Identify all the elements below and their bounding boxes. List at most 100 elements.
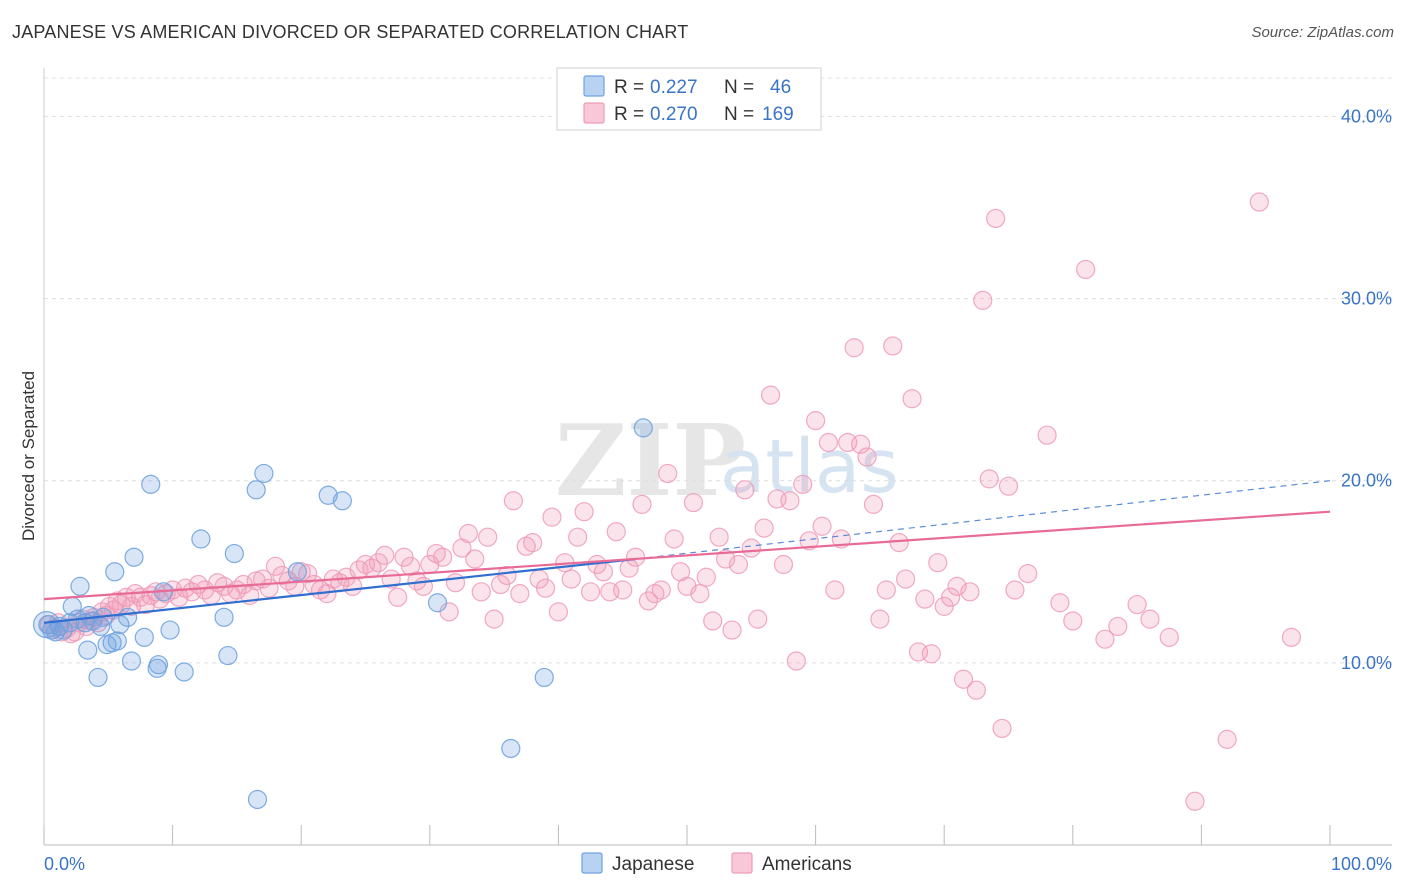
americans-point [606,522,626,542]
americans-point [465,549,485,569]
americans-point [928,553,948,573]
watermark-atlas: atlas [720,424,899,510]
chart-title: JAPANESE VS AMERICAN DIVORCED OR SEPARAT… [12,22,689,42]
japanese-point [174,662,194,682]
y-tick-label: 10.0% [1341,653,1392,673]
americans-point [1076,259,1096,280]
americans-point [1281,627,1302,647]
axes [43,68,1392,846]
americans-trend-line [43,510,1331,601]
japanese-point [121,651,142,671]
americans-point [445,573,466,593]
americans-point [1108,616,1128,637]
americans-point [915,589,935,609]
japanese-point [191,529,211,549]
americans-point [561,569,581,589]
americans-point [458,523,478,544]
watermark: ZIP atlas [555,404,899,519]
americans-point [542,507,562,527]
americans-point [426,543,446,564]
americans-point [941,587,961,607]
japanese-point [534,667,554,688]
japanese-point [148,655,169,675]
americans-point [1095,629,1115,649]
americans-point [658,463,678,484]
americans-point [883,336,903,356]
americans-point [343,576,363,596]
americans-point [754,518,774,538]
legend-n-value-japanese: 46 [770,77,791,98]
americans-point [388,587,408,607]
americans-point [1249,192,1269,212]
americans-point [568,527,588,547]
japanese-point [32,611,61,639]
source-label: Source: ZipAtlas.com [1251,24,1394,41]
americans-point [953,669,974,689]
americans-point [921,644,941,664]
y-axis-title: Divorced or Separated [19,371,38,541]
americans-point [683,492,704,513]
americans-point [638,591,659,611]
japanese-point [246,480,266,500]
japanese-point [501,738,521,759]
americans-point [645,584,665,604]
legend-swatch-japanese [583,75,605,97]
legend-r-value-japanese: 0.227 [650,77,698,98]
americans-point [896,569,916,589]
y-tick-label: 30.0% [1341,289,1392,309]
japanese-point [427,593,448,613]
legend-r-value-americans: 0.270 [650,104,698,125]
americans-point [433,547,453,567]
americans-point [876,580,896,600]
americans-point [580,582,601,602]
japanese-point [287,562,307,582]
japanese-point [88,667,108,688]
americans-point [863,494,884,514]
japanese-point [633,418,653,438]
x-tick-labels: 0.0% 100.0% [44,854,1392,874]
americans-point [973,290,993,310]
japanese-point [160,620,180,640]
americans-point [703,611,723,631]
americans-point [902,389,922,409]
americans-point [709,527,729,547]
americans-point [690,584,710,604]
americans-point [805,411,826,431]
americans-point [651,580,671,600]
legend-r-label-americans: R = [614,104,644,125]
japanese-point [124,547,144,567]
japanese-point [117,607,138,627]
japanese-point [318,485,338,505]
americans-point [979,469,999,489]
americans-point [870,609,890,629]
americans-point [625,547,646,567]
americans-point [413,576,433,596]
americans-point [1159,627,1179,647]
legend-swatch-americans [583,102,605,124]
japanese-point [214,607,234,627]
legend-n-value-americans: 169 [762,104,794,125]
americans-point [735,480,755,500]
americans-point [535,578,556,598]
americans-point [368,553,388,573]
japanese-point [78,640,98,660]
americans-point [818,432,839,453]
americans-point [812,516,832,536]
americans-point [574,502,594,522]
bottom-legend-label-americans: Americans [762,854,852,875]
japanese-point [247,789,268,810]
y-tick-label: 20.0% [1341,471,1392,491]
japanese-points [32,418,653,810]
americans-point [773,554,794,575]
legend-n-label-americans: N = [724,104,754,125]
americans-point [1217,729,1237,749]
americans-point [748,609,768,629]
americans-point [593,562,614,582]
americans-point [1127,594,1147,615]
legend-r-label-japanese: R = [614,77,644,98]
japanese-point [105,562,125,582]
americans-point [497,565,517,586]
americans-point [484,609,504,629]
americans-point [760,385,781,405]
americans-point [722,620,742,640]
